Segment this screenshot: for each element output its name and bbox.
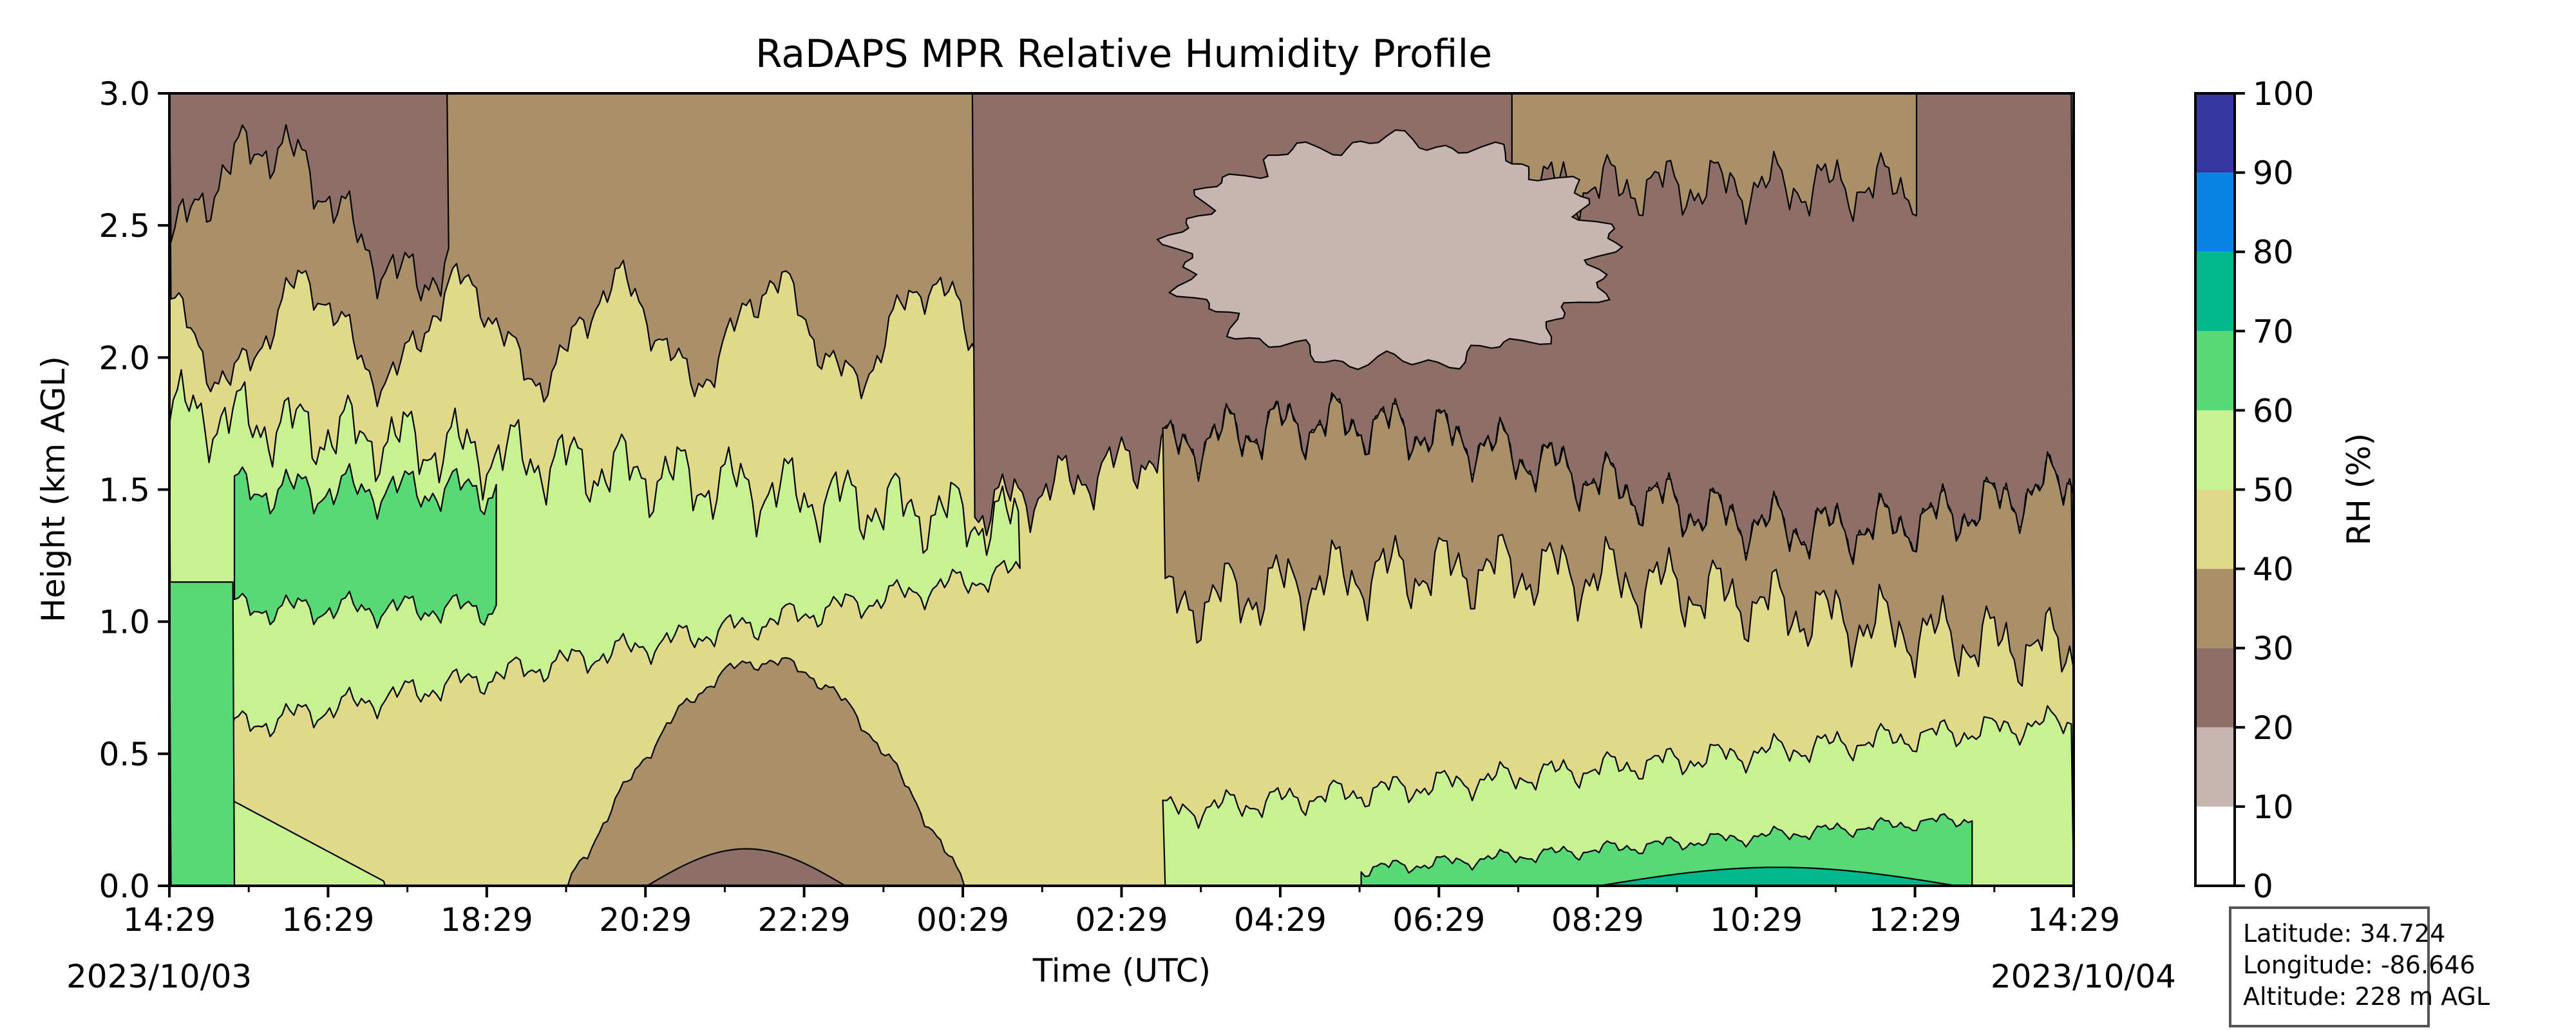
colorbar-segment (2195, 806, 2235, 886)
colorbar-tick-label: 30 (2253, 630, 2294, 668)
y-tick-label: 2.0 (99, 339, 150, 377)
x-tick-label: 10:29 (1710, 901, 1803, 939)
contour-layers (168, 92, 2075, 887)
colorbar-tick-label: 100 (2253, 75, 2314, 113)
x-axis-label: Time (UTC) (1032, 952, 1211, 989)
y-tick-label: 1.5 (99, 472, 150, 509)
colorbar-tick-label: 40 (2253, 551, 2294, 588)
contour-rh60-70-early (233, 463, 497, 629)
x-tick-label: 14:29 (123, 901, 216, 939)
colorbar-tick-label: 60 (2253, 392, 2294, 429)
colorbar-tick-label: 0 (2253, 868, 2273, 905)
colorbar-segment (2195, 648, 2235, 727)
colorbar-segment (2195, 331, 2235, 411)
x-tick-label: 04:29 (1234, 901, 1327, 939)
x-tick-label: 00:29 (916, 901, 1009, 939)
colorbar-segment (2195, 410, 2235, 490)
colorbar-tick-label: 20 (2253, 709, 2294, 747)
colorbar-label: RH (%) (2340, 433, 2378, 546)
contour-rh50-60-early (168, 369, 1021, 749)
latitude-text: Latitude: 34.724 (2243, 919, 2446, 948)
altitude-text: Altitude: 228 m AGL (2243, 982, 2490, 1011)
colorbar-segment (2195, 93, 2235, 173)
colorbar-tick-label: 70 (2253, 313, 2294, 350)
y-axis-ticks: 0.0 0.5 1.0 1.5 2.0 2.5 3.0 (99, 75, 169, 905)
colorbar-segment (2195, 727, 2235, 807)
colorbar-tick-label: 10 (2253, 789, 2294, 826)
x-tick-label: 18:29 (440, 901, 533, 939)
colorbar-segment (2195, 489, 2235, 569)
station-info-box: Latitude: 34.724 Longitude: -86.646 Alti… (2229, 906, 2490, 1027)
end-date-label: 2023/10/04 (1991, 958, 2176, 995)
x-tick-label: 08:29 (1551, 901, 1644, 939)
y-tick-label: 1.0 (99, 604, 150, 641)
x-axis-ticks: 14:29 16:29 18:29 20:29 22:29 00:29 02:29 04:29… (123, 886, 2120, 939)
colorbar-tick-label: 50 (2253, 472, 2294, 509)
longitude-text: Longitude: -86.646 (2243, 951, 2476, 979)
x-tick-label: 22:29 (758, 901, 851, 939)
x-tick-label: 16:29 (281, 901, 374, 939)
colorbar: 0 10 20 30 40 50 60 70 80 90 100 (2194, 75, 2314, 905)
colorbar-tick-label: 90 (2253, 154, 2294, 192)
x-tick-label: 20:29 (599, 901, 692, 939)
x-tick-label: 02:29 (1075, 901, 1168, 939)
colorbar-segment (2195, 568, 2235, 648)
x-tick-label: 06:29 (1392, 901, 1485, 939)
y-axis-label: Height (km AGL) (35, 356, 72, 623)
plot-area (168, 92, 2075, 887)
y-tick-label: 3.0 (99, 75, 150, 113)
y-tick-label: 0.0 (99, 868, 150, 905)
colorbar-tick-label: 80 (2253, 234, 2294, 271)
colorbar-segment (2195, 173, 2235, 252)
colorbar-segment (2195, 252, 2235, 332)
contour-rh10-20-blob (1156, 129, 1624, 370)
y-tick-label: 0.5 (99, 736, 150, 773)
contour-rh60-70-start (168, 581, 236, 887)
chart-title: RaDAPS MPR Relative Humidity Profile (755, 32, 1492, 77)
x-tick-label: 12:29 (1869, 901, 1962, 939)
start-date-label: 2023/10/03 (66, 958, 252, 995)
y-tick-label: 2.5 (99, 207, 150, 245)
x-tick-label: 14:29 (2027, 901, 2120, 939)
